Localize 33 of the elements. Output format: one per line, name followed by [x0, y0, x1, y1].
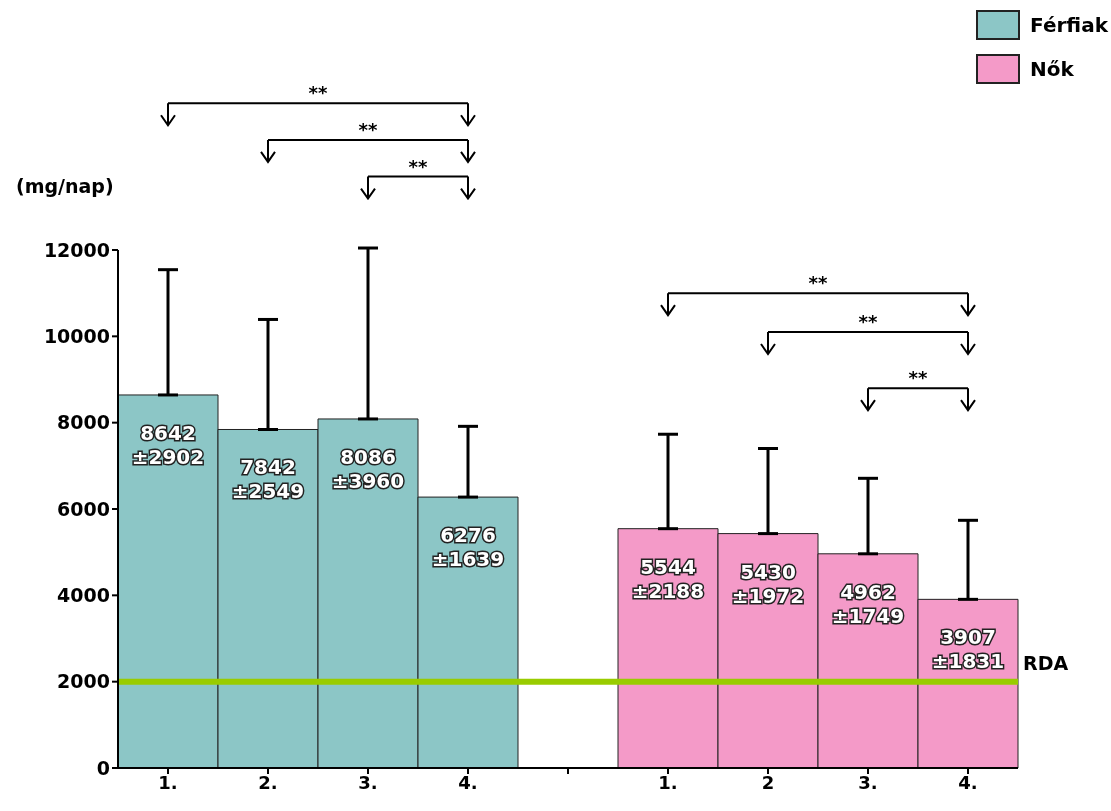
x-tick-label: 4. — [458, 771, 478, 793]
data-label: 4962 ±1749 — [831, 579, 905, 628]
data-label: 7842 ±2549 — [231, 455, 305, 504]
data-label: 5430 ±1972 — [731, 559, 805, 608]
legend-label: Nők — [1030, 57, 1074, 81]
y-tick-label: 10000 — [43, 325, 110, 348]
y-tick-label: 8000 — [57, 411, 110, 434]
x-tick-label: 3. — [858, 771, 878, 793]
x-tick-label: 1. — [158, 771, 178, 793]
data-label: 3907 ±1831 — [931, 625, 1005, 674]
x-tick-label: 2 — [761, 771, 775, 793]
x-tick-label: 3. — [358, 771, 378, 793]
ref-line-label: RDA — [1023, 652, 1069, 675]
text: ** — [408, 155, 428, 177]
legend-label: Férfiak — [1030, 13, 1108, 37]
annotation: ** — [908, 367, 928, 389]
y-tick-label: 12000 — [43, 238, 110, 261]
y-tick-label: 6000 — [57, 497, 110, 520]
y-axis-title: (mg/nap) — [16, 175, 114, 197]
text: ** — [358, 118, 378, 140]
data-label: 8086 ±3960 — [331, 444, 405, 493]
annotation: ** — [858, 311, 878, 333]
y-tick-label: 2000 — [57, 670, 110, 693]
x-tick-label: 1. — [658, 771, 678, 793]
data-label: 5544 ±2188 — [631, 554, 705, 603]
data-label: 8642 ±2902 — [131, 420, 205, 469]
y-tick-label: 0 — [96, 756, 110, 779]
x-tick-label: 2. — [258, 771, 278, 793]
annotation: ** — [808, 272, 828, 294]
data-label: 6276 ±1639 — [431, 523, 505, 572]
text: ** — [308, 82, 328, 104]
x-tick-label: 4. — [958, 771, 978, 793]
y-tick-label: 4000 — [57, 584, 110, 607]
